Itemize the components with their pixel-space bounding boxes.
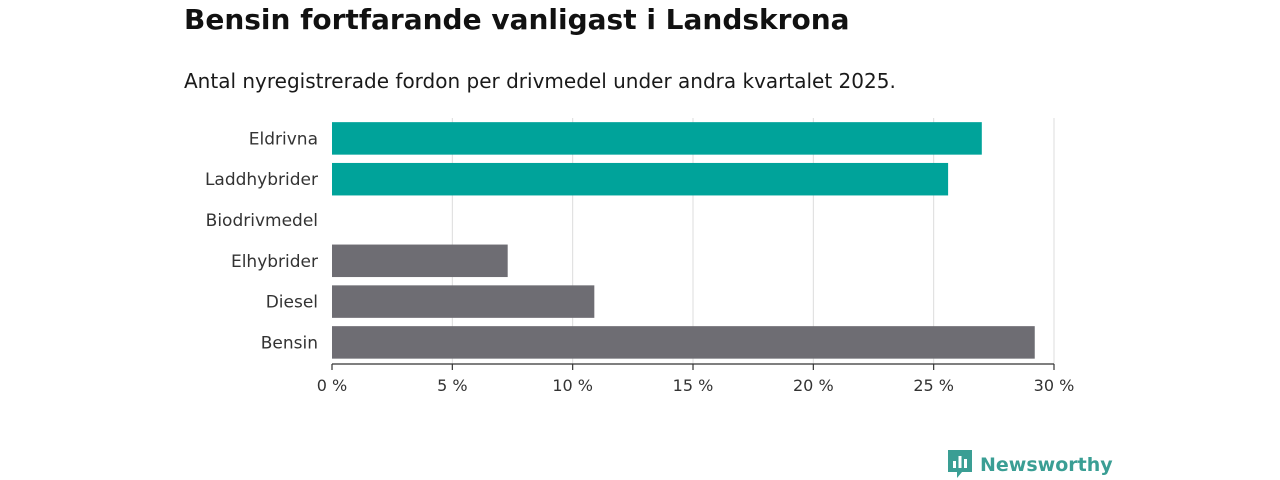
chart-subtitle: Antal nyregistrerade fordon per drivmede… (184, 69, 896, 93)
category-label: Diesel (266, 293, 318, 313)
category-label: Laddhybrider (205, 170, 318, 190)
bar-eldrivna (332, 122, 982, 155)
bar-bensin (332, 326, 1035, 359)
category-label: Elhybrider (231, 252, 318, 272)
bar-laddhybrider (332, 162, 949, 196)
x-tick-label: 0 % (317, 376, 347, 395)
x-axis: 0 % 5 % 10 % 15 % 20 % 25 % 30 % (317, 363, 1075, 395)
category-label: Eldrivna (249, 129, 318, 149)
brand-name: Newsworthy (980, 454, 1113, 476)
bar-elhybrider (332, 244, 508, 278)
bar-diesel (332, 285, 595, 318)
x-tick-label: 5 % (437, 376, 467, 395)
x-tick-label: 25 % (913, 376, 954, 395)
category-labels: Eldrivna Laddhybrider Biodrivmedel Elhybrid… (205, 129, 318, 353)
x-tick-label: 30 % (1034, 376, 1075, 395)
x-tick-label: 10 % (552, 376, 593, 395)
x-tick-label: 15 % (673, 376, 714, 395)
category-label: Bensin (261, 333, 318, 353)
bars (332, 122, 1035, 359)
category-label: Biodrivmedel (206, 211, 318, 231)
gridlines (451, 118, 1055, 364)
newsworthy-brand: Newsworthy (948, 450, 1113, 480)
chart-title: Bensin fortfarande vanligast i Landskron… (184, 3, 850, 36)
newsworthy-logo-icon (948, 450, 972, 478)
x-tick-label: 20 % (793, 376, 834, 395)
